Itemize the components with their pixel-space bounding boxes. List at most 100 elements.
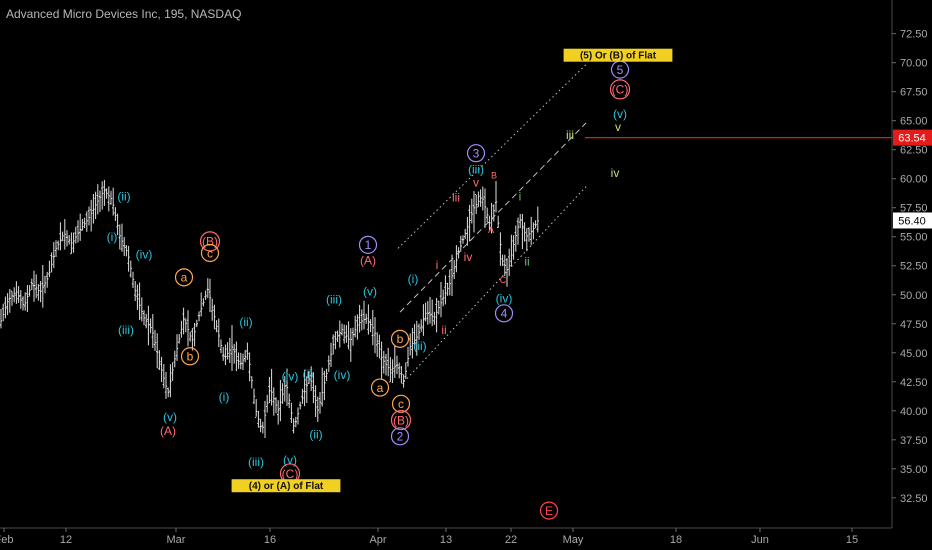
wave-label: ii [441,323,446,337]
x-tick-label: May [563,534,584,546]
x-tick-label: 16 [264,534,276,546]
wave-label: (iii) [248,455,264,469]
wave-label-circle [370,378,390,397]
wave-label: (v) [283,453,297,467]
wave-label: (iii) [326,293,342,307]
wave-label: (i) [303,367,314,381]
last-price-label: 56.40 [898,215,926,227]
target-price-badge [893,129,932,146]
wave-label: (iv) [496,292,513,306]
wave-label: (A) [360,253,376,267]
channel-line [397,62,589,249]
x-tick-label: 22 [505,534,517,546]
x-tick-label: 12 [60,534,72,546]
y-tick-label: 57.50 [900,203,928,215]
wave-label: (iv) [136,247,153,261]
y-tick-label: 42.50 [900,377,928,389]
wave-label: iii [566,128,574,142]
wave-label: ii [524,254,529,268]
wave-label: (v) [363,285,377,299]
wave-label: v [615,120,621,134]
wave-label: 5 [617,63,624,77]
wave-label: i [436,258,439,272]
x-tick-label: Jun [751,534,769,546]
callout-box [231,479,341,493]
target-price-label: 63.54 [898,133,926,145]
wave-label: C [500,275,507,285]
wave-label-circle [174,268,194,287]
wave-label: (B) [393,413,409,427]
x-tick-label: Apr [369,534,386,546]
wave-label: a [181,271,188,285]
wave-label: (iv) [282,369,299,383]
wave-label: 1 [365,238,372,252]
wave-label: (C) [282,467,299,481]
y-tick-label: 47.50 [900,319,928,331]
y-tick-label: 32.50 [900,493,928,505]
wave-label: (ii) [117,189,130,203]
x-tick-label: Feb [0,534,13,546]
wave-label: (iii) [118,323,134,337]
channel-line [399,122,587,313]
wave-label: (ii) [413,339,426,353]
wave-label-circle [390,427,410,446]
wave-label-circle [358,235,378,254]
y-tick-label: 60.00 [900,174,928,186]
wave-label-circle [539,501,559,520]
wave-label: c [398,397,404,411]
wave-label-circle [390,409,412,431]
y-tick-label: 55.00 [900,232,928,244]
wave-label: iv [464,250,473,264]
y-tick-label: 40.00 [900,406,928,418]
wave-label: B [491,170,497,180]
wave-label: a [377,381,384,395]
wave-label: (v) [163,410,177,424]
wave-label: (v) [613,107,627,121]
wave-label: (C) [612,83,629,97]
wave-label: (A) [160,424,176,438]
wave-label-circle [199,231,221,252]
wave-label: b [187,350,194,364]
y-tick-label: 37.50 [900,435,928,447]
y-tick-label: 72.50 [900,29,928,41]
x-tick-label: 15 [846,534,858,546]
wave-label: (i) [219,390,230,404]
x-tick-label: 13 [440,534,452,546]
wave-label: 3 [473,146,480,160]
wave-label: (ii) [239,315,252,329]
wave-label: b [397,332,404,346]
wave-label: i [519,189,522,203]
wave-label: iii [452,191,460,205]
wave-label-circle [494,304,514,323]
last-price-badge [893,212,932,229]
y-tick-label: 67.50 [900,87,928,99]
wave-label-circle [390,329,410,348]
x-tick-label: Mar [167,534,186,546]
y-tick-label: 35.00 [900,464,928,476]
wave-label: (i) [107,230,118,244]
wave-label: (iv) [334,368,351,382]
wave-label-circle [391,394,411,413]
callout-label: (5) Or (B) of Flat [580,51,657,62]
wave-label: (i) [408,272,419,286]
wave-label: iv [611,166,620,180]
wave-label-circle [466,144,486,163]
chart-title: Advanced Micro Devices Inc, 195, NASDAQ [6,7,242,21]
wave-label: (iii) [468,163,484,177]
x-tick-label: 18 [670,534,682,546]
callout-box [563,48,673,62]
wave-label-circle [180,347,200,366]
wave-label: 2 [397,430,404,444]
wave-label: E [545,504,553,518]
y-tick-label: 52.50 [900,261,928,273]
wave-label: c [207,246,213,260]
y-tick-label: 62.50 [900,145,928,157]
wave-label: 4 [501,307,508,321]
wave-label: v [473,176,479,190]
wave-label-circle [609,79,631,100]
channel-line [403,184,589,383]
y-tick-label: 70.00 [900,58,928,70]
y-tick-label: 45.00 [900,348,928,360]
callout-label: (4) or (A) of Flat [249,481,324,492]
